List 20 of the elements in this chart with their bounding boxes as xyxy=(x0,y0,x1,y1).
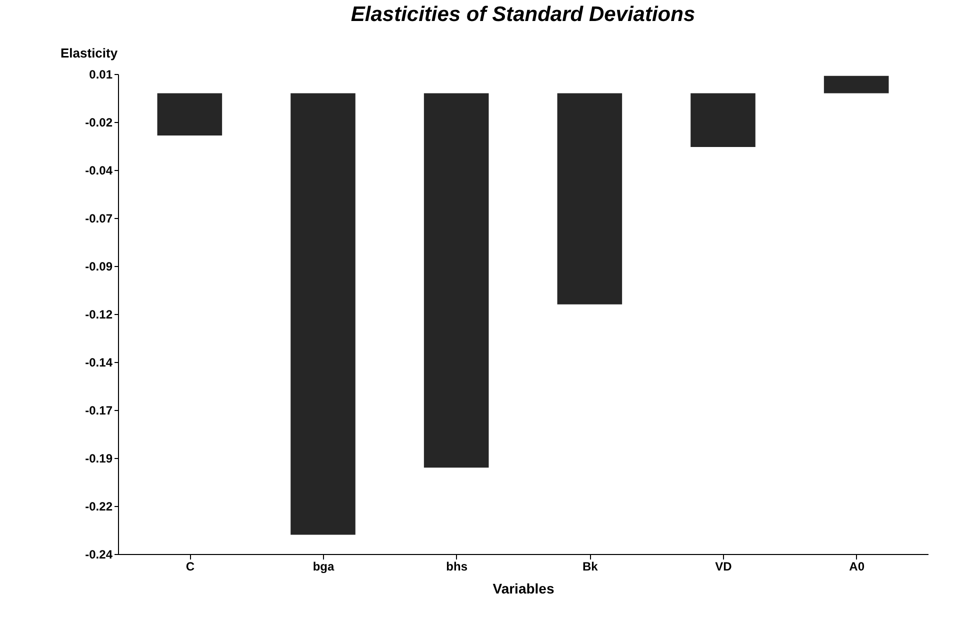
y-tick-label: -0.12 xyxy=(85,308,113,322)
y-tick-label: -0.24 xyxy=(85,548,113,562)
chart-title: Elasticities of Standard Deviations xyxy=(350,3,696,26)
x-tick-label: Bk xyxy=(582,560,598,574)
y-tick-label: -0.19 xyxy=(85,452,113,466)
x-tick-label: bhs xyxy=(446,560,468,574)
y-tick-label: -0.22 xyxy=(85,500,113,514)
y-tick-label: -0.04 xyxy=(85,164,113,178)
y-tick-label: -0.02 xyxy=(85,116,113,130)
y-tick-label: -0.17 xyxy=(85,404,113,418)
x-axis-title: Variables xyxy=(492,580,554,596)
y-tick-label: -0.09 xyxy=(85,260,113,274)
x-tick-label: C xyxy=(186,560,195,574)
y-tick-label: -0.07 xyxy=(85,212,113,226)
y-tick-label: 0.01 xyxy=(89,68,113,82)
y-tick-label: -0.14 xyxy=(85,356,113,370)
x-tick-label: A0 xyxy=(849,560,865,574)
y-axis-title: Elasticity xyxy=(60,46,118,60)
x-tick-label: VD xyxy=(715,560,732,574)
x-tick-label: bga xyxy=(312,560,334,574)
